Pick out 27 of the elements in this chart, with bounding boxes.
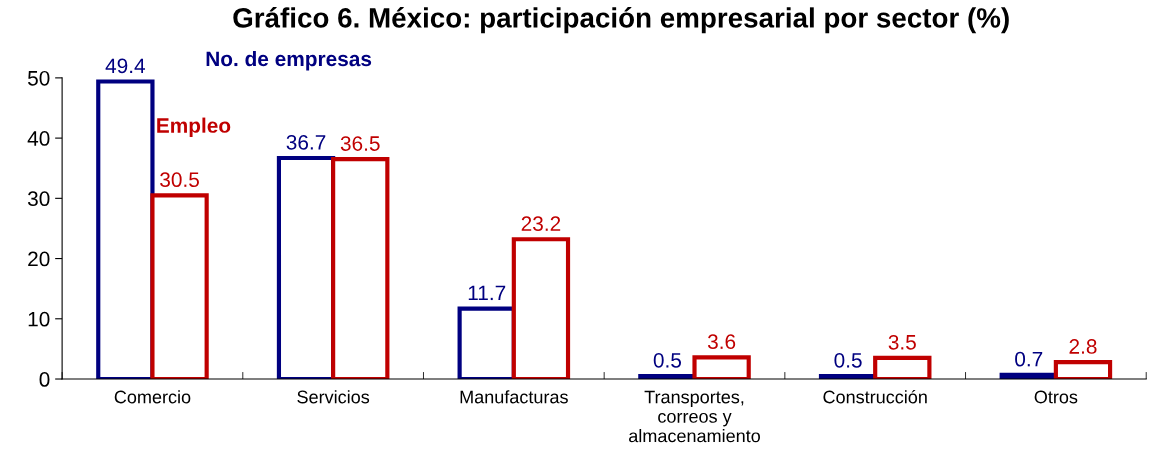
- x-tick-label: Comercio: [114, 390, 191, 404]
- x-tick-label: Servicios: [297, 390, 370, 404]
- data-label: 36.5: [340, 136, 380, 151]
- data-label: 0.5: [653, 352, 682, 368]
- data-label: 11.7: [468, 285, 506, 301]
- data-label: 3.5: [888, 334, 916, 350]
- data-label: 0.7: [1015, 351, 1043, 367]
- y-tick-label: 10: [28, 311, 50, 327]
- y-tick-label: 30: [27, 191, 50, 207]
- text: No. de empresas: [206, 50, 372, 71]
- data-label: 0.5: [834, 352, 862, 368]
- data-label: 36.7: [286, 134, 326, 150]
- data-label: 30.5: [160, 172, 199, 188]
- x-tick-label: Otros: [1034, 390, 1078, 404]
- data-label: 3.6: [707, 334, 736, 350]
- x-tick-label: Construcción: [823, 389, 927, 404]
- data-label: 49.4: [105, 58, 146, 74]
- y-tick-label: 50: [27, 70, 50, 86]
- text: Empleo: [157, 117, 231, 137]
- data-label: 23.2: [521, 216, 561, 231]
- chart-title: Gráfico 6. México: participación empresarial por sector (%): [233, 7, 1009, 34]
- data-label: 2.8: [1069, 339, 1097, 354]
- y-tick-label: 0: [39, 372, 50, 387]
- y-tick-label: 20: [28, 251, 50, 267]
- y-tick-label: 40: [27, 131, 50, 146]
- x-tick-label: Transportes, correos y almacenamiento: [629, 390, 760, 443]
- x-tick-label: Manufacturas: [460, 390, 568, 404]
